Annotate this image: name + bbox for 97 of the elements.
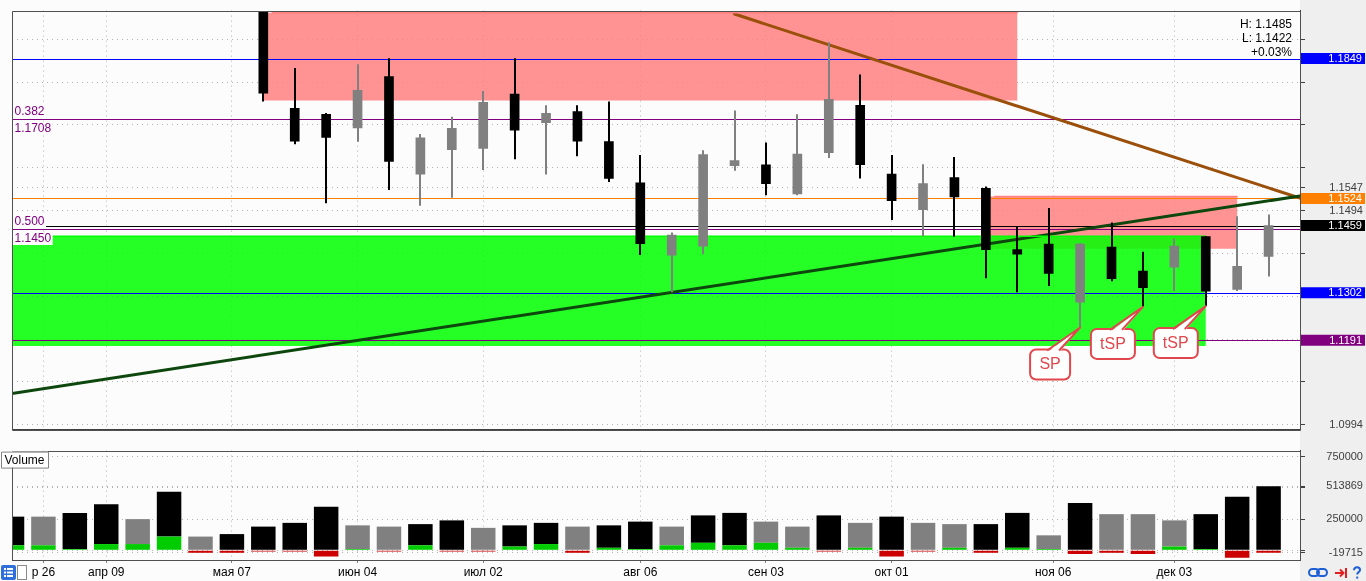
bar xyxy=(502,546,527,550)
candlestick xyxy=(729,109,740,172)
bar xyxy=(565,526,590,550)
chart-title: Volume xyxy=(4,452,45,467)
bar xyxy=(628,521,653,550)
candlestick xyxy=(666,231,677,294)
y-tick-label: 513869 xyxy=(1326,479,1363,492)
bar xyxy=(942,524,967,548)
y-tick-label: 1.0994 xyxy=(1329,417,1363,430)
candlestick xyxy=(1138,250,1148,308)
bar xyxy=(879,550,904,557)
y-tick-label: 750000 xyxy=(1326,449,1363,462)
bar xyxy=(1067,550,1093,555)
x-tick-label: июл 02 xyxy=(463,564,504,579)
candlestick xyxy=(446,115,457,199)
x-tick-label: сен 03 xyxy=(747,564,785,579)
bar xyxy=(690,542,716,550)
bar xyxy=(1224,496,1250,550)
bar xyxy=(251,526,276,550)
annotation: tSP xyxy=(1153,328,1198,359)
bar xyxy=(1067,502,1093,550)
bar xyxy=(156,491,182,537)
bar xyxy=(313,506,339,550)
x-tick-label: апр 09 xyxy=(87,564,125,579)
bar xyxy=(690,515,716,543)
bar xyxy=(533,544,559,550)
bar xyxy=(1224,550,1250,558)
candlestick xyxy=(321,111,331,205)
bar xyxy=(1162,546,1187,550)
bar xyxy=(722,545,747,550)
bar xyxy=(659,545,684,550)
bar xyxy=(345,525,370,550)
bar xyxy=(62,512,88,550)
bar xyxy=(596,525,622,548)
bar xyxy=(753,542,779,550)
bar xyxy=(910,522,936,550)
candlestick xyxy=(1232,215,1242,293)
bar xyxy=(973,524,999,550)
y-tick-label: 250000 xyxy=(1326,512,1363,525)
candlestick xyxy=(541,104,551,176)
bar xyxy=(847,522,873,548)
bar xyxy=(722,512,747,546)
ref-line-label: 1.1191 xyxy=(1329,333,1362,346)
bar xyxy=(470,527,496,550)
bar xyxy=(31,545,56,550)
bar xyxy=(753,521,779,543)
bar xyxy=(1256,486,1281,550)
x-tick-label: июн 04 xyxy=(338,564,378,579)
bar xyxy=(282,522,307,550)
bar xyxy=(816,515,842,550)
annotation: SP xyxy=(1030,349,1071,380)
bar xyxy=(125,519,150,545)
bar xyxy=(879,516,904,550)
annotation: +0.03% xyxy=(1250,44,1293,59)
ref-line-label: 0.500 1.1450 xyxy=(14,214,52,246)
bar xyxy=(408,524,433,546)
bar xyxy=(125,544,150,550)
bar xyxy=(156,536,182,550)
candlestick xyxy=(761,141,771,197)
x-tick-label: авг 06 xyxy=(623,564,658,579)
annotation: H: 1.1485 xyxy=(1239,16,1293,31)
bar xyxy=(1162,520,1187,547)
bar xyxy=(1193,514,1219,550)
x-tick-label: окт 01 xyxy=(874,564,910,579)
bar xyxy=(1005,512,1030,548)
bar xyxy=(502,525,527,547)
bar xyxy=(93,504,119,545)
bar xyxy=(659,526,684,546)
x-tick-label: р 26 xyxy=(31,564,56,579)
x-tick-label: мая 07 xyxy=(212,564,252,579)
bar xyxy=(93,544,119,550)
bar xyxy=(1036,535,1061,550)
x-tick-label: ноя 06 xyxy=(1034,564,1072,579)
annotation: tSP xyxy=(1090,328,1135,359)
bar xyxy=(439,520,465,550)
bar xyxy=(785,526,810,548)
bar xyxy=(313,550,339,557)
bar xyxy=(219,534,245,550)
y-tick-label: 1.1547 xyxy=(1329,180,1363,193)
x-tick-label: дек 03 xyxy=(1156,564,1193,579)
ref-line-label: 1.1459 xyxy=(1328,219,1362,232)
bar xyxy=(188,536,213,550)
ref-line-label: 0.382 1.1708 xyxy=(14,103,52,135)
y-tick-label: -19715 xyxy=(1328,545,1363,558)
bar xyxy=(408,545,433,550)
y-tick-label: 1.1494 xyxy=(1329,203,1363,216)
bar xyxy=(533,522,559,545)
bar xyxy=(376,526,402,550)
candlestick xyxy=(1169,237,1180,293)
ref-line-label: 1.1524 xyxy=(1328,191,1362,204)
bar xyxy=(1099,514,1124,550)
ref-line-label: 1.1302 xyxy=(1328,286,1362,299)
annotation: L: 1.1422 xyxy=(1241,30,1293,45)
bar xyxy=(1130,514,1156,550)
ref-line-label: 1.1849 xyxy=(1328,52,1362,65)
bar xyxy=(1130,550,1156,555)
bar xyxy=(31,516,56,546)
